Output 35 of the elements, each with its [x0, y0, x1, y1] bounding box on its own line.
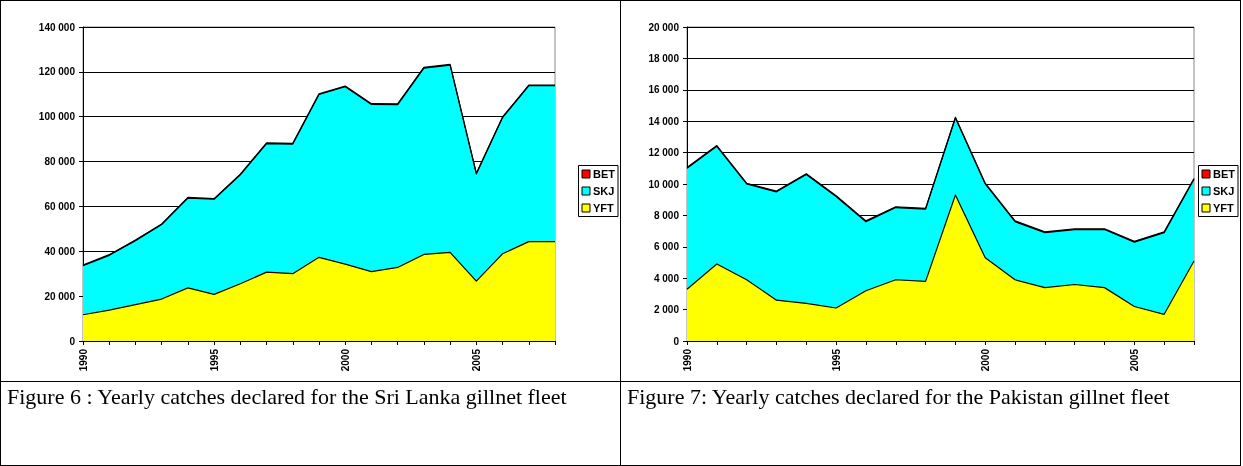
x-tick-label: 2005 [1128, 348, 1140, 372]
legend-label: YFT [593, 202, 615, 214]
y-tick-label: 0 [673, 335, 680, 347]
x-tick-label: 1990 [681, 348, 693, 372]
x-tick-label: 2005 [470, 348, 482, 372]
y-tick-label: 20 000 [44, 290, 76, 302]
y-tick-label: 100 000 [38, 111, 76, 123]
legend-label: YFT [1213, 202, 1235, 214]
y-tick-label: 2 000 [653, 304, 680, 316]
caption: Figure 6 : Yearly catches declared for the Sri Lanka gillnet fleet [6, 383, 568, 411]
legend-label: BET [1213, 168, 1236, 180]
x-tick-label: 2000 [339, 348, 351, 372]
x-tick-label: 1995 [830, 348, 842, 372]
y-tick-label: 16 000 [648, 84, 680, 96]
legend-label: SKJ [593, 185, 615, 197]
y-tick-label: 120 000 [38, 66, 76, 78]
y-tick-label: 8 000 [653, 209, 680, 221]
y-tick-label: 18 000 [648, 52, 680, 64]
x-tick-label: 2000 [979, 348, 991, 372]
y-tick-label: 0 [69, 335, 76, 347]
x-tick-label: 1990 [77, 348, 89, 372]
x-tick-label: 1995 [208, 348, 220, 372]
caption: Figure 7: Yearly catches declared for the Pakistan gillnet fleet [626, 383, 1171, 411]
y-tick-label: 14 000 [648, 115, 680, 127]
y-tick-label: 10 000 [648, 178, 680, 190]
y-tick-label: 60 000 [44, 200, 76, 212]
y-tick-label: 4 000 [653, 272, 680, 284]
y-tick-label: 6 000 [653, 241, 680, 253]
y-tick-label: 12 000 [648, 147, 680, 159]
legend-label: BET [593, 168, 616, 180]
y-tick-label: 140 000 [38, 21, 76, 33]
y-tick-label: 80 000 [44, 156, 76, 168]
legend-label: SKJ [1213, 185, 1235, 197]
y-tick-label: 40 000 [44, 245, 76, 257]
y-tick-label: 20 000 [648, 21, 680, 33]
